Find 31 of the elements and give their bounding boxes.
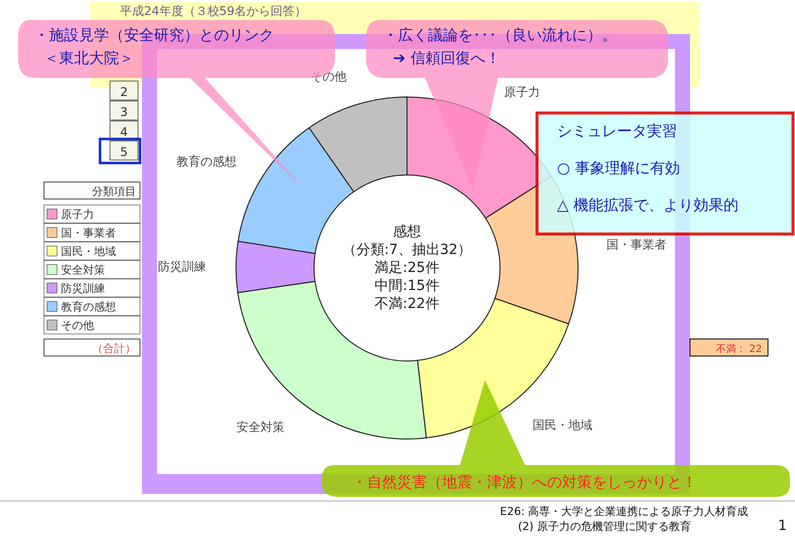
legend-label: 国民・地域 xyxy=(61,245,116,258)
slice-label: 防災訓練 xyxy=(158,260,206,274)
text: 感想 xyxy=(393,224,421,240)
slice-label: 安全対策 xyxy=(236,420,284,434)
text: 3 xyxy=(120,105,128,119)
text: 不満： 22 xyxy=(716,343,762,355)
legend-label: 国・事業者 xyxy=(61,226,116,240)
text: 不満:22件 xyxy=(374,296,440,312)
text: 4 xyxy=(120,125,128,139)
text: (2) 原子力の危機管理に関する教育 xyxy=(518,520,692,533)
text: 満足:25件 xyxy=(374,260,440,276)
slice-label: その他 xyxy=(310,69,347,84)
legend-label: 教育の感想 xyxy=(61,300,116,314)
callout: シミュレータ実習 ○ 事象理解に有効 △ 機能拡張で、より効果的 xyxy=(536,112,794,236)
slice-label: 国・事業者 xyxy=(606,238,667,252)
text: （合計） xyxy=(92,342,136,355)
text: 5 xyxy=(120,145,128,159)
slice-label: 国民・地域 xyxy=(532,418,593,432)
text: 平成24年度（３校59名から回答） xyxy=(120,4,307,18)
legend-label: 原子力 xyxy=(61,208,94,221)
text: （分類:7、抽出32） xyxy=(342,242,472,258)
text: 1 xyxy=(778,518,787,534)
slice-label: 教育の感想 xyxy=(176,154,237,168)
slice-label: 原子力 xyxy=(504,84,540,99)
text: 中間:15件 xyxy=(374,278,440,294)
legend-label: 安全対策 xyxy=(61,264,105,276)
text: E26: 高専・大学と企業連携による原子力人材育成 xyxy=(500,505,748,518)
legend-label: 防災訓練 xyxy=(61,282,105,295)
legend-label: その他 xyxy=(61,319,94,332)
legend-title: 分類項目 xyxy=(92,185,136,198)
text: 2 xyxy=(120,85,128,99)
